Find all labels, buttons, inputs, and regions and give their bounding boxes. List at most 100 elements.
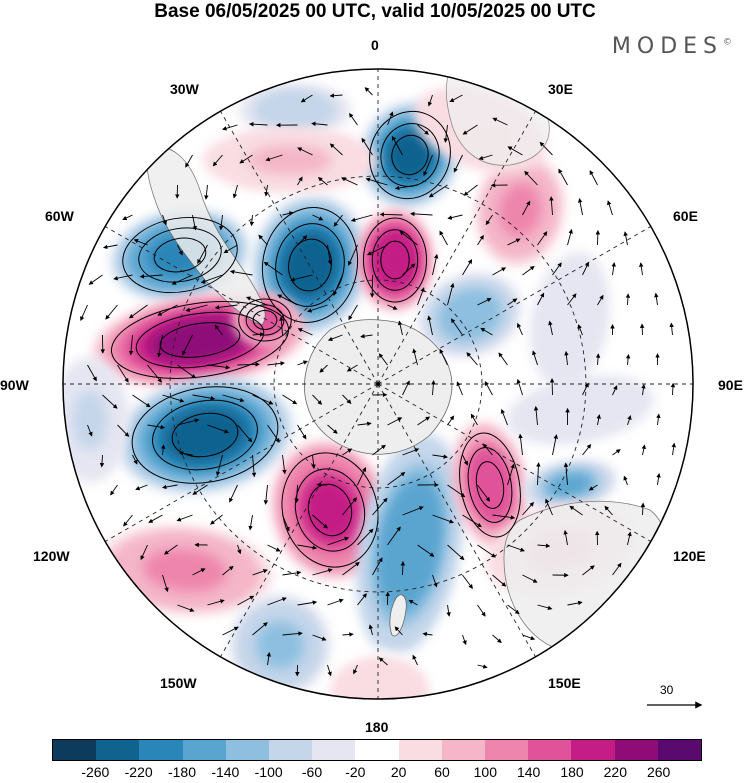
wind-arrow bbox=[412, 348, 418, 366]
wind-arrow bbox=[432, 253, 439, 276]
wind-arrow bbox=[237, 595, 255, 606]
anomaly-level bbox=[377, 236, 413, 284]
contour-line bbox=[171, 412, 239, 458]
wind-arrow bbox=[246, 296, 268, 306]
wind-arrow bbox=[297, 360, 308, 366]
meridian-label-60w: 60W bbox=[45, 208, 74, 224]
colorbar-tick-label: -60 bbox=[301, 764, 323, 780]
negative-anomaly bbox=[63, 357, 128, 483]
wind-arrow bbox=[312, 214, 324, 221]
anomaly-level bbox=[163, 407, 247, 463]
wind-arrow bbox=[327, 536, 350, 546]
wind-arrow bbox=[160, 444, 166, 456]
anomaly-level bbox=[248, 145, 332, 175]
meridian-label-30w: 30W bbox=[170, 81, 199, 97]
negative-anomaly bbox=[361, 103, 459, 207]
wind-arrow bbox=[229, 484, 238, 503]
wind-arrow bbox=[317, 177, 328, 186]
wind-arrow bbox=[279, 316, 284, 336]
wind-arrow bbox=[545, 498, 553, 516]
wind-arrow bbox=[492, 267, 507, 276]
wind-arrow bbox=[536, 462, 541, 486]
wind-arrow bbox=[516, 322, 523, 336]
wind-arrow bbox=[297, 235, 308, 246]
wind-arrow bbox=[567, 600, 583, 606]
wind-arrow bbox=[477, 544, 496, 558]
reference-vector-label: 30 bbox=[660, 683, 674, 697]
wind-arrow bbox=[297, 147, 313, 156]
wind-arrow bbox=[282, 631, 303, 636]
colorbar-segment bbox=[96, 740, 140, 760]
wind-arrow bbox=[446, 604, 451, 617]
wind-arrow bbox=[641, 444, 646, 456]
wind-arrow bbox=[177, 418, 200, 426]
wind-arrow bbox=[387, 526, 401, 546]
anomaly-level bbox=[256, 621, 304, 669]
wind-arrow bbox=[248, 514, 253, 531]
wind-arrow bbox=[387, 111, 394, 126]
wind-arrow bbox=[348, 304, 358, 321]
wind-arrow bbox=[177, 364, 197, 379]
wind-arrow bbox=[132, 394, 151, 408]
meridian-label-30e: 30E bbox=[548, 81, 573, 97]
colorbar-tick-label: -260 bbox=[81, 764, 110, 780]
wind-arrow bbox=[117, 424, 130, 437]
wind-arrow bbox=[282, 394, 298, 405]
wind-arrow bbox=[215, 454, 223, 477]
anomaly-level bbox=[268, 98, 322, 122]
wind-arrow bbox=[282, 570, 302, 576]
anomaly-level bbox=[384, 491, 436, 599]
wind-arrow bbox=[417, 416, 431, 426]
wind-arrow bbox=[147, 364, 162, 383]
wind-arrow bbox=[135, 484, 148, 491]
brand-logo: MODES© bbox=[612, 34, 732, 59]
wind-arrow bbox=[368, 624, 374, 636]
wind-arrow bbox=[364, 87, 373, 96]
wind-arrow bbox=[378, 657, 388, 666]
wind-arrow bbox=[185, 154, 193, 168]
wind-arrow bbox=[148, 514, 163, 523]
wind-arrow bbox=[80, 304, 88, 322]
wind-arrow bbox=[462, 124, 478, 135]
wind-arrow bbox=[294, 484, 299, 504]
wind-arrow bbox=[297, 328, 313, 336]
wind-arrow bbox=[408, 599, 418, 606]
wind-arrow bbox=[222, 394, 245, 403]
south-america-landmass bbox=[146, 147, 266, 326]
wind-arrow bbox=[477, 234, 484, 246]
contour-line bbox=[135, 311, 265, 369]
wind-arrow bbox=[342, 561, 360, 576]
wind-arrow bbox=[397, 320, 403, 336]
brand-name: MODES bbox=[611, 34, 723, 59]
colorbar-tick-label: 60 bbox=[434, 764, 450, 780]
wind-arrow bbox=[342, 448, 353, 456]
wind-arrow bbox=[387, 472, 406, 486]
wind-arrow bbox=[342, 497, 357, 516]
wind-arrow bbox=[264, 184, 269, 197]
wind-arrow bbox=[372, 444, 386, 456]
wind-arrow bbox=[412, 654, 418, 666]
wind-arrow bbox=[447, 415, 455, 426]
wind-arrow bbox=[132, 454, 138, 465]
wind-arrow bbox=[87, 424, 93, 437]
wind-arrow bbox=[214, 324, 223, 336]
wind-arrow bbox=[387, 304, 398, 310]
wind-arrow bbox=[157, 304, 178, 316]
wind-arrow bbox=[656, 413, 661, 426]
colorbar-tick-label: -140 bbox=[211, 764, 240, 780]
meridian-label-150e: 150E bbox=[548, 675, 581, 691]
wind-arrow bbox=[399, 230, 418, 246]
wind-arrow bbox=[282, 454, 287, 475]
wind-arrow bbox=[432, 454, 448, 459]
wind-arrow bbox=[252, 569, 268, 576]
wind-arrow bbox=[192, 568, 206, 576]
wind-arrow bbox=[484, 381, 493, 396]
wind-arrow bbox=[532, 350, 538, 366]
wind-arrow bbox=[522, 501, 535, 516]
meridian-label-0: 0 bbox=[371, 37, 379, 53]
wind-arrow bbox=[265, 154, 283, 162]
wind-arrow bbox=[423, 154, 433, 177]
wind-arrow bbox=[627, 415, 632, 426]
anomaly-level bbox=[302, 477, 358, 543]
wind-arrow bbox=[641, 383, 646, 396]
